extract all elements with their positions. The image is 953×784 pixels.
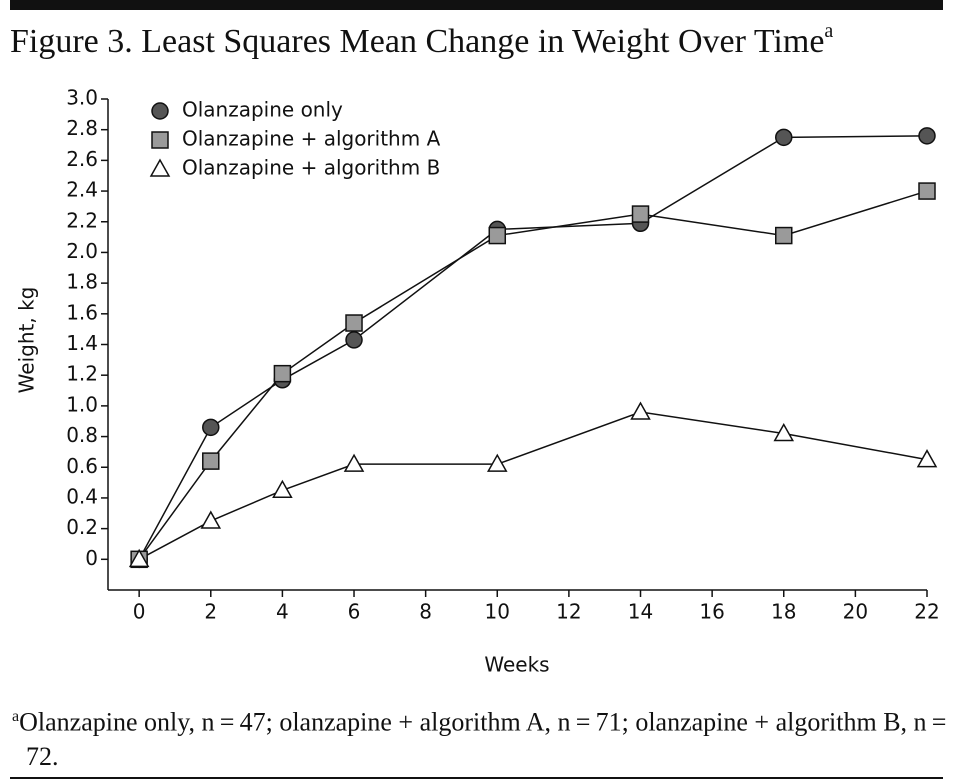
data-point (775, 226, 793, 245)
series-line (138, 135, 928, 560)
y-tick-label: 2.0 (66, 239, 98, 263)
footnote: aOlanzapine only, n = 47; olanzapine + a… (12, 700, 953, 774)
y-tick-label: 1.8 (66, 270, 98, 294)
legend-label: Olanzapine only (182, 98, 343, 122)
legend-label: Olanzapine + algorithm A (182, 127, 441, 151)
y-tick-label: 0.4 (66, 484, 98, 508)
footnote-marker: a (12, 708, 20, 725)
y-tick-label: 3.0 (66, 86, 98, 110)
x-tick-label: 16 (699, 600, 724, 624)
x-tick-label: 2 (204, 600, 217, 624)
y-tick-label: 0.6 (66, 454, 98, 478)
data-point (272, 479, 293, 499)
data-point (918, 182, 936, 200)
x-tick-label: 20 (843, 600, 868, 624)
data-point (918, 127, 936, 145)
x-tick-label: 12 (556, 600, 581, 624)
chart-title: Figure 3. Least Squares Mean Change in W… (10, 20, 833, 60)
y-tick-label: 0.8 (66, 423, 98, 447)
y-tick-label: 0 (85, 546, 98, 570)
y-tick-label: 2.8 (66, 116, 98, 140)
data-point (345, 331, 363, 349)
y-axis-label: Weight, kg (15, 287, 39, 394)
x-tick-label: 22 (914, 600, 939, 624)
x-tick-label: 18 (771, 600, 796, 624)
data-point (128, 548, 150, 568)
top-rule (10, 0, 943, 10)
data-point (916, 449, 938, 468)
y-tick-label: 2.4 (66, 178, 98, 202)
y-tick-label: 2.6 (66, 147, 98, 171)
y-tick-label: 1.6 (66, 300, 98, 324)
x-tick-label: 8 (419, 600, 432, 624)
y-tick-label: 1.0 (66, 392, 98, 416)
data-point (486, 453, 508, 472)
title-note: a (824, 20, 833, 42)
x-tick-label: 4 (276, 600, 289, 624)
data-point (631, 205, 650, 223)
x-tick-label: 14 (628, 600, 653, 624)
legend-marker (151, 102, 169, 120)
y-tick-label: 1.2 (66, 362, 98, 386)
footnote-text: Olanzapine only, n = 47; olanzapine + al… (19, 707, 952, 771)
data-point (343, 453, 365, 472)
data-point (202, 418, 220, 437)
data-point (775, 128, 793, 147)
data-point (200, 510, 222, 529)
data-point (273, 364, 292, 383)
x-tick-label: 6 (348, 600, 361, 624)
legend-marker (149, 158, 171, 177)
y-tick-label: 1.4 (66, 331, 98, 355)
y-tick-label: 2.2 (66, 208, 98, 232)
legend-marker (151, 131, 169, 149)
x-tick-label: 10 (485, 600, 510, 624)
y-tick-label: 0.2 (66, 515, 98, 539)
legend-label: Olanzapine + algorithm B (182, 156, 440, 180)
data-point (488, 226, 507, 245)
x-tick-label: 0 (133, 600, 146, 624)
title-text: Figure 3. Least Squares Mean Change in W… (10, 23, 824, 60)
x-axis-label: Weeks (484, 653, 549, 677)
series-line (138, 190, 928, 560)
data-point (630, 401, 651, 420)
series-line (138, 411, 928, 560)
data-point (773, 422, 795, 442)
data-point (345, 314, 363, 332)
data-point (202, 452, 220, 470)
